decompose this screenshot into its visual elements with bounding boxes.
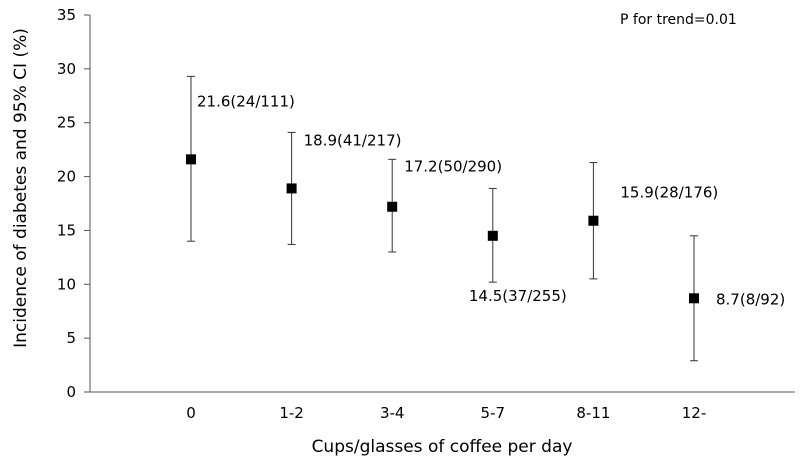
data-label: 8.7(8/92): [716, 290, 785, 308]
error-bars: [187, 75, 698, 362]
y-tick-label: 30: [57, 60, 76, 78]
data-label: 15.9(28/176): [620, 184, 718, 202]
data-label: 14.5(37/255): [469, 287, 567, 305]
data-point-marker: [588, 215, 599, 226]
y-tick-label: 5: [66, 329, 76, 347]
x-axis-title: Cups/glasses of coffee per day: [312, 437, 573, 457]
y-axis-ticks: 0 5 10 15 20 25 30 35: [57, 6, 90, 401]
y-tick-label: 10: [57, 275, 76, 293]
data-label: 18.9(41/217): [304, 131, 402, 149]
axes: [89, 15, 795, 393]
y-tick-label: 0: [66, 383, 76, 401]
x-tick-label: 1-2: [279, 404, 304, 422]
p-for-trend-annotation: P for trend=0.01: [620, 12, 737, 28]
y-tick-label: 15: [57, 221, 76, 239]
x-tick-label: 12-: [682, 404, 707, 422]
data-label: 17.2(50/290): [404, 158, 502, 176]
x-tick-label: 5-7: [481, 404, 506, 422]
x-tick-label: 8-11: [576, 404, 610, 422]
data-point-marker: [689, 293, 699, 304]
data-point-marker: [487, 230, 498, 241]
x-tick-label: 0: [186, 404, 196, 422]
data-point-marker: [286, 183, 297, 194]
x-axis-ticks: 0 1-2 3-4 5-7 8-11 12-: [186, 404, 706, 422]
data-point-marker: [387, 201, 398, 212]
y-tick-label: 20: [57, 168, 76, 186]
data-label: 21.6(24/111): [197, 92, 295, 110]
data-labels: 21.6(24/111) 18.9(41/217)17.2(50/290) 14.5…: [197, 92, 785, 308]
x-tick-label: 3-4: [380, 404, 405, 422]
data-point-marker: [186, 154, 196, 165]
y-tick-label: 35: [57, 6, 76, 24]
data-points: [186, 154, 699, 304]
y-axis-title: Incidence of diabetes and 95% CI (%): [11, 28, 31, 348]
y-tick-label: 25: [57, 114, 76, 132]
